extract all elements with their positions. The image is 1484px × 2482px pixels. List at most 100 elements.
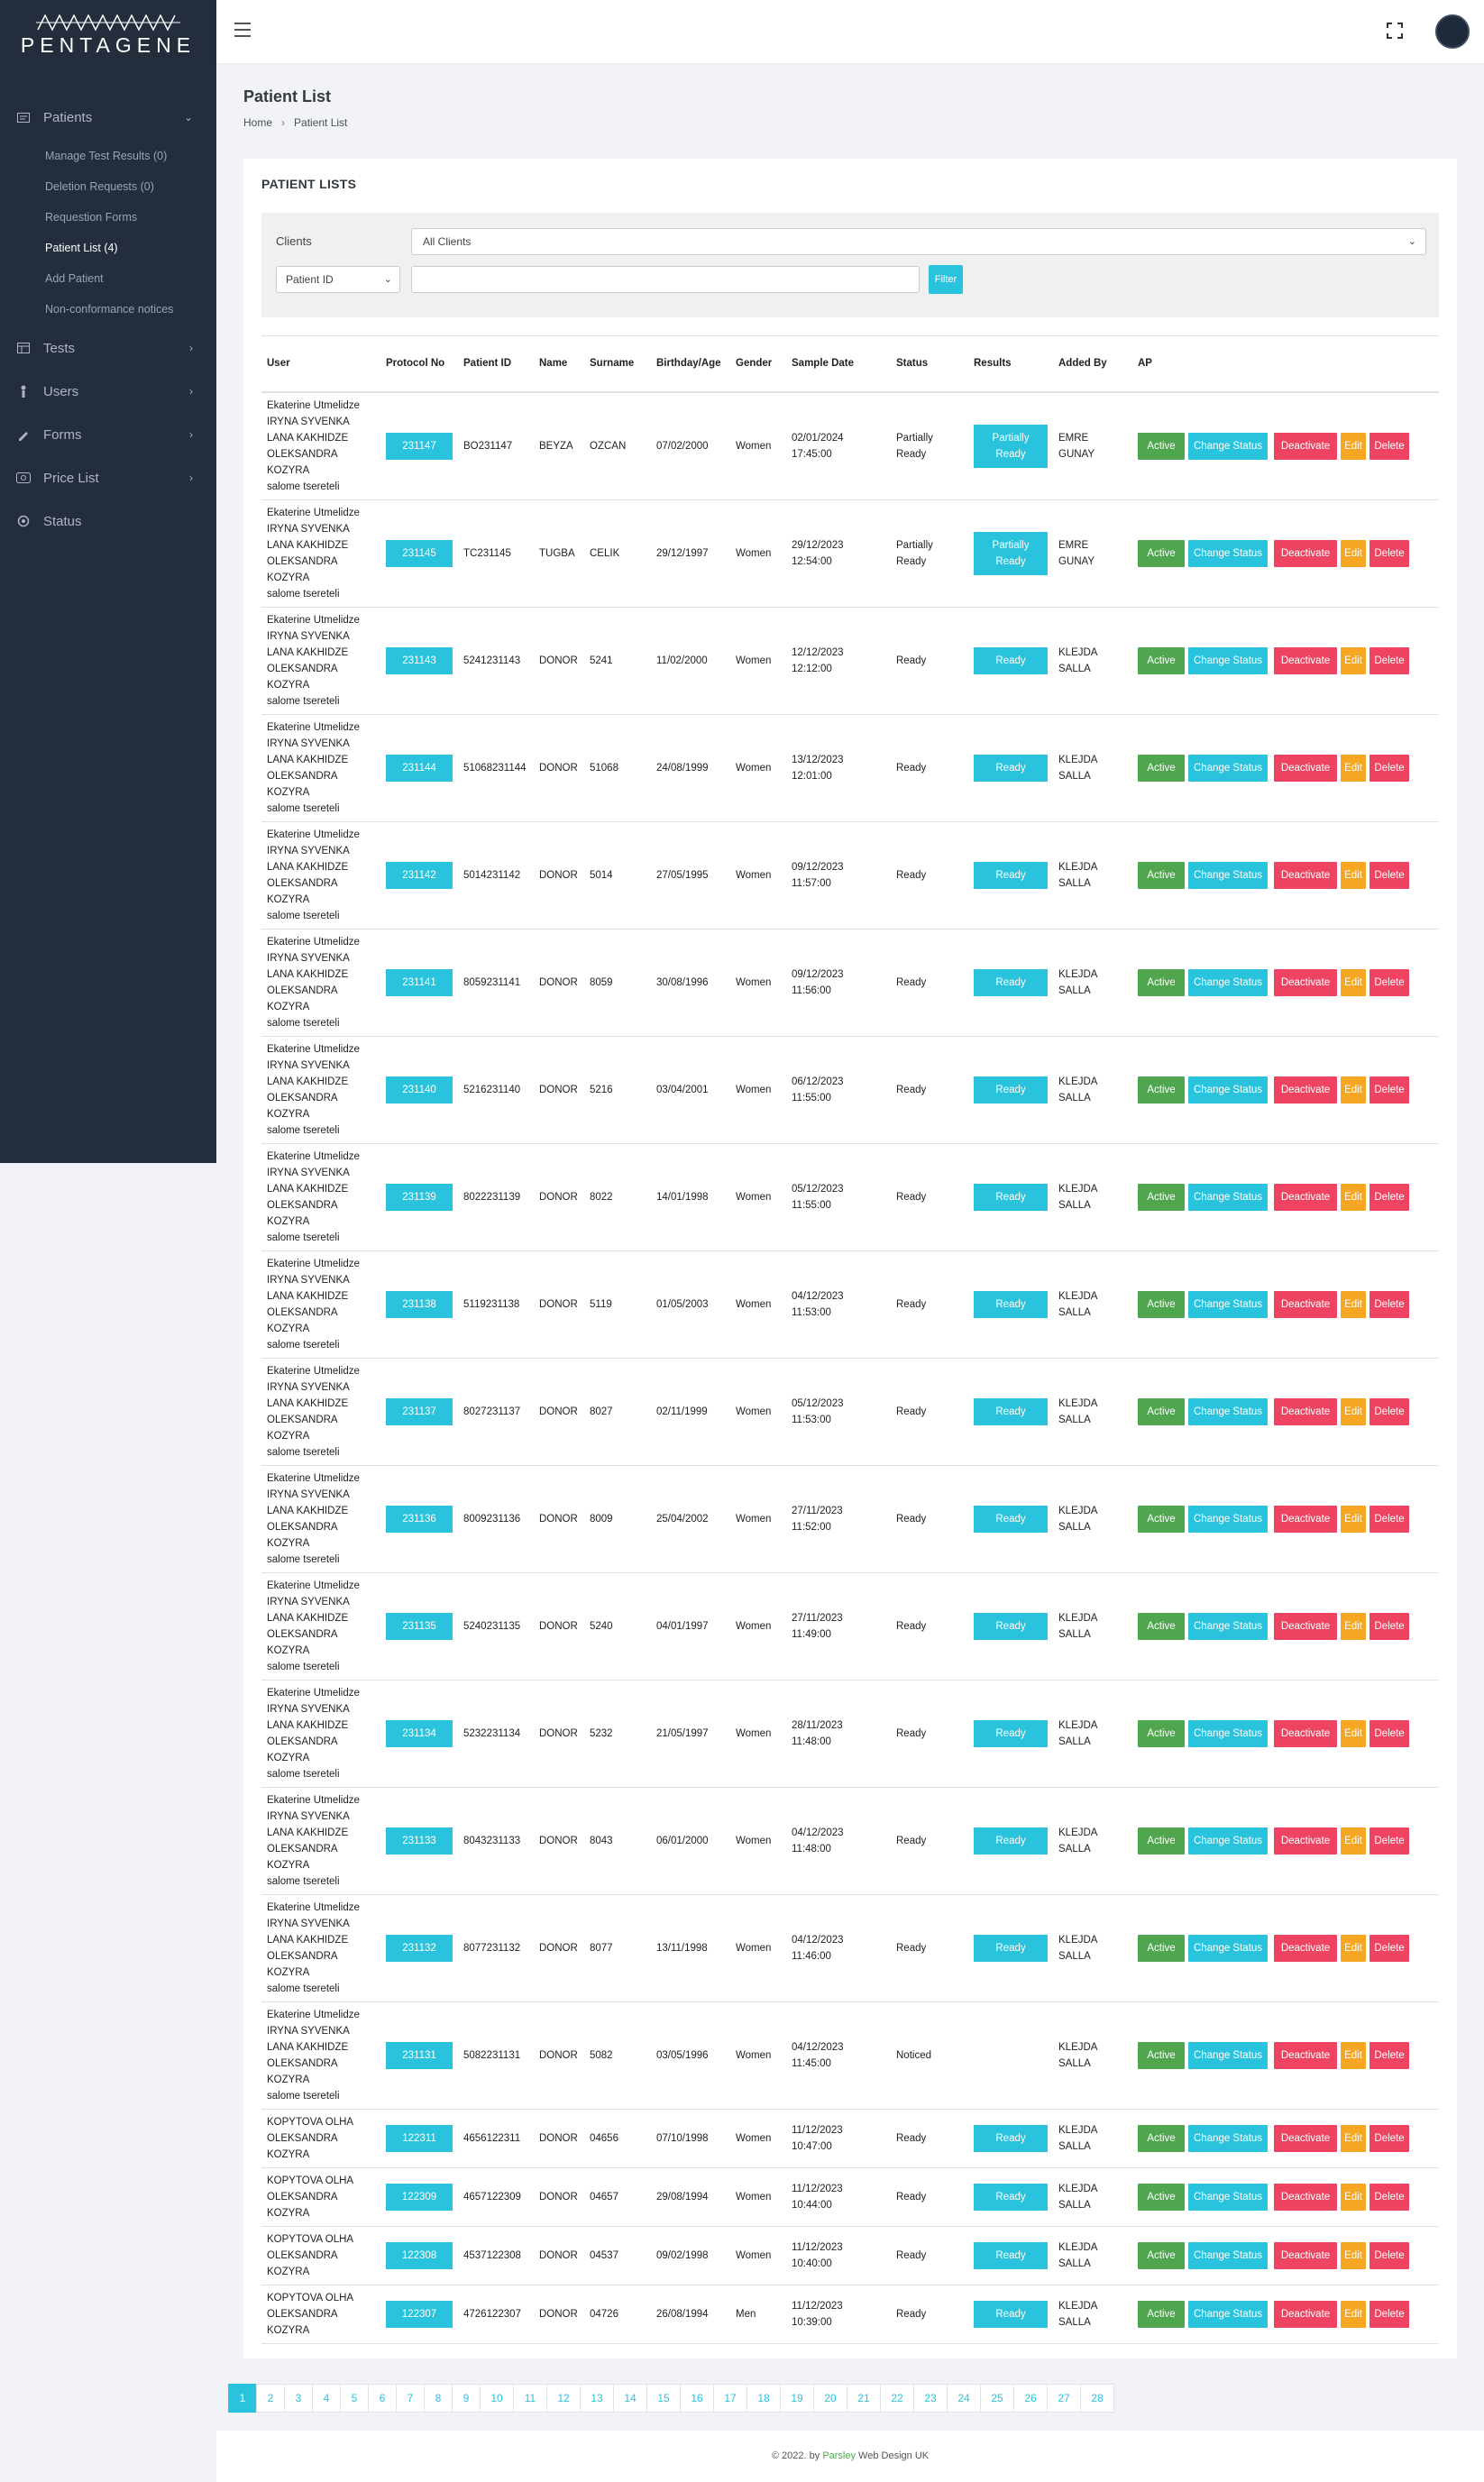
active-button[interactable]: Active (1138, 1827, 1185, 1855)
protocol-badge[interactable]: 231136 (386, 1505, 453, 1533)
protocol-badge[interactable]: 231143 (386, 646, 453, 674)
change-status-button[interactable]: Change Status (1188, 2183, 1268, 2211)
page-link[interactable]: 23 (913, 2384, 948, 2413)
breadcrumb-home[interactable]: Home (243, 116, 273, 129)
protocol-badge[interactable]: 231138 (386, 1290, 453, 1318)
protocol-badge[interactable]: 122308 (386, 2241, 453, 2269)
results-badge[interactable]: Ready (974, 2300, 1048, 2328)
page-link[interactable]: 1 (228, 2384, 257, 2413)
delete-button[interactable]: Delete (1369, 1076, 1409, 1104)
menu-toggle-icon[interactable] (234, 23, 252, 39)
protocol-badge[interactable]: 231147 (386, 432, 453, 460)
deactivate-button[interactable]: Deactivate (1274, 1934, 1337, 1962)
edit-button[interactable]: Edit (1341, 1290, 1366, 1318)
results-badge[interactable]: Ready (974, 1934, 1048, 1962)
deactivate-button[interactable]: Deactivate (1274, 646, 1337, 674)
logo[interactable]: PENTAGENE (0, 0, 216, 65)
change-status-button[interactable]: Change Status (1188, 1397, 1268, 1425)
protocol-badge[interactable]: 231140 (386, 1076, 453, 1104)
deactivate-button[interactable]: Deactivate (1274, 1397, 1337, 1425)
deactivate-button[interactable]: Deactivate (1274, 968, 1337, 996)
delete-button[interactable]: Delete (1369, 1719, 1409, 1747)
delete-button[interactable]: Delete (1369, 968, 1409, 996)
column-header-protocol-no[interactable]: Protocol No (380, 335, 458, 393)
change-status-button[interactable]: Change Status (1188, 1076, 1268, 1104)
column-header-surname[interactable]: Surname (584, 335, 651, 393)
sidebar-subitem-deletion-requests[interactable]: Deletion Requests (0) (45, 180, 154, 193)
delete-button[interactable]: Delete (1369, 1934, 1409, 1962)
results-badge[interactable]: Ready (974, 1719, 1048, 1747)
active-button[interactable]: Active (1138, 1719, 1185, 1747)
active-button[interactable]: Active (1138, 646, 1185, 674)
delete-button[interactable]: Delete (1369, 2300, 1409, 2328)
active-button[interactable]: Active (1138, 754, 1185, 782)
results-badge[interactable]: Ready (974, 1827, 1048, 1855)
change-status-button[interactable]: Change Status (1188, 968, 1268, 996)
deactivate-button[interactable]: Deactivate (1274, 861, 1337, 889)
footer-brand-link[interactable]: Parsley (822, 2450, 856, 2461)
results-badge[interactable]: Ready (974, 1183, 1048, 1211)
avatar[interactable] (1435, 14, 1470, 49)
sidebar-item-users[interactable]: Users › (0, 370, 216, 413)
deactivate-button[interactable]: Deactivate (1274, 1505, 1337, 1533)
edit-button[interactable]: Edit (1341, 1183, 1366, 1211)
active-button[interactable]: Active (1138, 1076, 1185, 1104)
edit-button[interactable]: Edit (1341, 2124, 1366, 2152)
page-link[interactable]: 12 (546, 2384, 581, 2413)
search-field-select[interactable]: Patient ID ⌄ (276, 266, 400, 293)
deactivate-button[interactable]: Deactivate (1274, 2241, 1337, 2269)
page-link[interactable]: 27 (1047, 2384, 1081, 2413)
search-input[interactable] (411, 266, 920, 293)
active-button[interactable]: Active (1138, 1397, 1185, 1425)
page-link[interactable]: 7 (396, 2384, 425, 2413)
delete-button[interactable]: Delete (1369, 861, 1409, 889)
page-link[interactable]: 15 (646, 2384, 681, 2413)
sidebar-subitem-non-conformance[interactable]: Non-conformance notices (45, 303, 174, 316)
results-badge[interactable]: Ready (974, 1076, 1048, 1104)
results-badge[interactable]: Ready (974, 1612, 1048, 1640)
deactivate-button[interactable]: Deactivate (1274, 432, 1337, 460)
protocol-badge[interactable]: 231134 (386, 1719, 453, 1747)
delete-button[interactable]: Delete (1369, 1827, 1409, 1855)
results-badge[interactable]: Partially Ready (974, 531, 1048, 575)
deactivate-button[interactable]: Deactivate (1274, 2183, 1337, 2211)
edit-button[interactable]: Edit (1341, 1397, 1366, 1425)
page-link[interactable]: 21 (847, 2384, 881, 2413)
edit-button[interactable]: Edit (1341, 968, 1366, 996)
change-status-button[interactable]: Change Status (1188, 2241, 1268, 2269)
protocol-badge[interactable]: 231141 (386, 968, 453, 996)
deactivate-button[interactable]: Deactivate (1274, 1183, 1337, 1211)
active-button[interactable]: Active (1138, 1612, 1185, 1640)
protocol-badge[interactable]: 231132 (386, 1934, 453, 1962)
edit-button[interactable]: Edit (1341, 1505, 1366, 1533)
change-status-button[interactable]: Change Status (1188, 1934, 1268, 1962)
active-button[interactable]: Active (1138, 968, 1185, 996)
column-header-results[interactable]: Results (968, 335, 1053, 393)
active-button[interactable]: Active (1138, 1290, 1185, 1318)
results-badge[interactable]: Ready (974, 1290, 1048, 1318)
deactivate-button[interactable]: Deactivate (1274, 2124, 1337, 2152)
protocol-badge[interactable]: 231133 (386, 1827, 453, 1855)
change-status-button[interactable]: Change Status (1188, 754, 1268, 782)
change-status-button[interactable]: Change Status (1188, 2041, 1268, 2069)
page-link[interactable]: 17 (713, 2384, 747, 2413)
fullscreen-icon[interactable] (1387, 23, 1403, 39)
delete-button[interactable]: Delete (1369, 432, 1409, 460)
protocol-badge[interactable]: 231139 (386, 1183, 453, 1211)
protocol-badge[interactable]: 231135 (386, 1612, 453, 1640)
edit-button[interactable]: Edit (1341, 1719, 1366, 1747)
column-header-gender[interactable]: Gender (730, 335, 786, 393)
protocol-badge[interactable]: 231137 (386, 1397, 453, 1425)
change-status-button[interactable]: Change Status (1188, 2124, 1268, 2152)
results-badge[interactable]: Ready (974, 2183, 1048, 2211)
results-badge[interactable]: Ready (974, 968, 1048, 996)
deactivate-button[interactable]: Deactivate (1274, 1719, 1337, 1747)
change-status-button[interactable]: Change Status (1188, 1719, 1268, 1747)
column-header-name[interactable]: Name (534, 335, 584, 393)
page-link[interactable]: 26 (1013, 2384, 1048, 2413)
sidebar-item-forms[interactable]: Forms › (0, 413, 216, 456)
delete-button[interactable]: Delete (1369, 539, 1409, 567)
page-link[interactable]: 20 (813, 2384, 847, 2413)
change-status-button[interactable]: Change Status (1188, 1827, 1268, 1855)
filter-button[interactable]: Filter (929, 265, 963, 294)
